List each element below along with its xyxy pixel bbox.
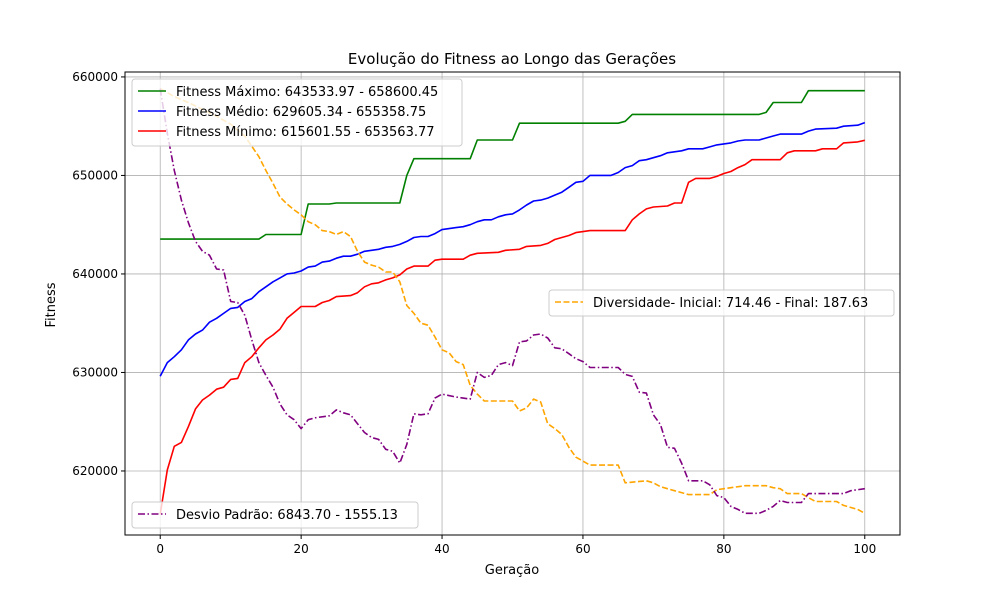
legend-diversity: Diversidade- Inicial: 714.46 - Final: 18…	[548, 289, 895, 317]
legend-desvio-label: Desvio Padrão: 6843.70 - 1555.13	[176, 508, 398, 523]
series-lines	[159, 88, 866, 515]
axis-ticks: 0 20 40 60 80 100 620000 630000 640000 650000 6600…	[72, 70, 876, 556]
y-tick-label: 640000	[72, 267, 118, 281]
chart-title: Evolução do Fitness ao Longo das Geraçõe…	[348, 50, 676, 68]
y-tick-label: 660000	[72, 70, 118, 84]
legend-mean-label: Fitness Médio: 629605.34 - 655358.75	[176, 105, 426, 120]
legend-diversity-label: Diversidade- Inicial: 714.46 - Final: 18…	[593, 296, 868, 311]
series-fitness-maximo	[160, 89, 865, 240]
legend-diversity-box	[548, 289, 895, 317]
x-tick-label: 100	[853, 542, 876, 556]
x-axis-label: Geração	[485, 563, 539, 578]
legend-primary-box	[131, 78, 463, 147]
legend-desvio: Desvio Padrão: 6843.70 - 1555.13	[131, 501, 419, 529]
plot-area-frame	[124, 71, 901, 536]
y-tick-label: 630000	[72, 365, 118, 379]
legend-min-label: Fitness Mínimo: 615601.55 - 653563.77	[176, 125, 435, 140]
legend-desvio-box	[131, 501, 419, 529]
x-tick-label: 20	[293, 542, 308, 556]
y-axis-label: Fitness	[44, 282, 59, 327]
series-diversidade	[159, 88, 866, 515]
x-tick-label: 80	[716, 542, 731, 556]
x-tick-label: 60	[575, 542, 590, 556]
y-tick-label: 620000	[72, 464, 118, 478]
legend-max-label: Fitness Máximo: 643533.97 - 658600.45	[176, 85, 438, 100]
x-tick-label: 0	[156, 542, 164, 556]
y-tick-label: 650000	[72, 168, 118, 182]
legend-primary: Fitness Máximo: 643533.97 - 658600.45 Fi…	[131, 78, 463, 147]
series-desvio-padrao	[159, 88, 865, 515]
series-fitness-minimo	[159, 139, 865, 515]
series-fitness-medio	[159, 121, 866, 377]
x-tick-label: 40	[434, 542, 449, 556]
